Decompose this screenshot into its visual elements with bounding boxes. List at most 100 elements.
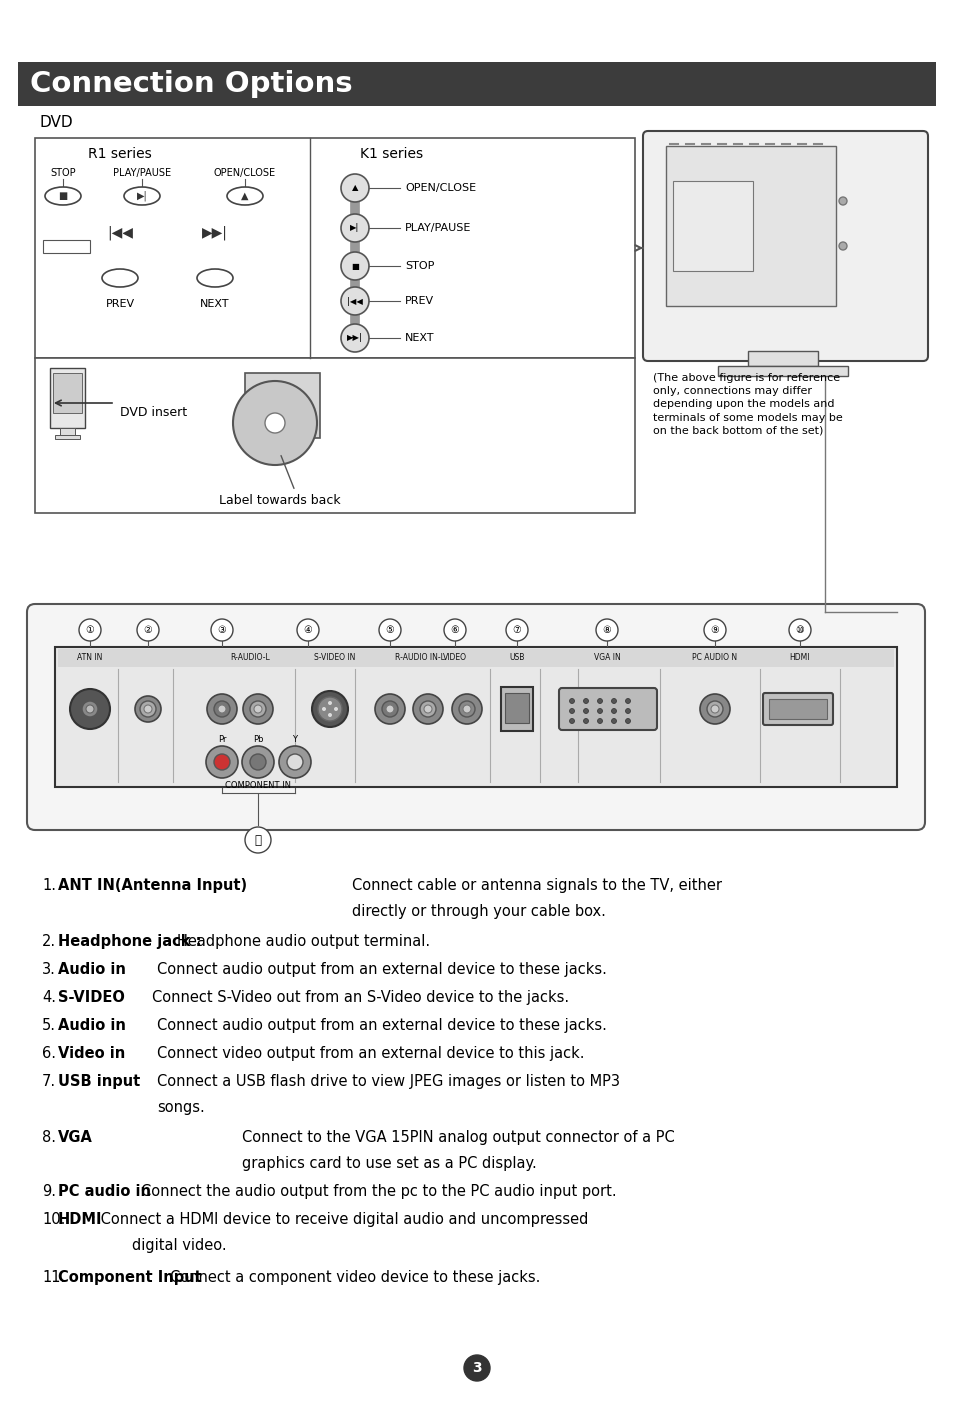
FancyBboxPatch shape	[500, 686, 533, 731]
Text: ⑤: ⑤	[385, 625, 394, 635]
Circle shape	[278, 745, 311, 778]
FancyBboxPatch shape	[558, 688, 657, 730]
Circle shape	[213, 754, 230, 771]
Bar	[718, 366, 847, 375]
Circle shape	[597, 719, 602, 723]
Text: DVD insert: DVD insert	[120, 406, 187, 419]
Bar	[55, 647, 896, 787]
Circle shape	[207, 693, 236, 724]
Ellipse shape	[124, 186, 160, 205]
Circle shape	[340, 252, 369, 280]
Circle shape	[706, 700, 722, 717]
Text: Connect a component video device to these jacks.: Connect a component video device to thes…	[170, 1269, 539, 1285]
Text: Connect audio output from an external device to these jacks.: Connect audio output from an external de…	[157, 962, 606, 976]
Text: 11.: 11.	[42, 1269, 65, 1285]
Text: (The above figure is for reference
only, connections may differ
depending upon t: (The above figure is for reference only,…	[652, 373, 841, 436]
Text: VIDEO: VIDEO	[442, 653, 467, 663]
Text: PC AUDIO N: PC AUDIO N	[692, 653, 737, 663]
Text: PLAY/PAUSE: PLAY/PAUSE	[405, 223, 471, 233]
Ellipse shape	[196, 269, 233, 287]
Bar	[18, 62, 935, 106]
Text: Y: Y	[293, 736, 297, 744]
Circle shape	[583, 709, 588, 713]
Text: HDMI: HDMI	[789, 653, 809, 663]
Text: 8.: 8.	[42, 1131, 56, 1145]
Ellipse shape	[102, 269, 138, 287]
Text: Connect to the VGA 15PIN analog output connector of a PC: Connect to the VGA 15PIN analog output c…	[242, 1131, 674, 1145]
Text: 10.: 10.	[42, 1212, 66, 1227]
FancyBboxPatch shape	[642, 132, 927, 361]
Text: S-VIDEO IN: S-VIDEO IN	[314, 653, 355, 663]
Circle shape	[625, 699, 630, 703]
Circle shape	[287, 754, 303, 771]
Text: 1.: 1.	[42, 878, 56, 892]
Text: STOP: STOP	[405, 261, 434, 270]
Circle shape	[206, 745, 237, 778]
FancyBboxPatch shape	[762, 693, 832, 724]
Circle shape	[452, 693, 481, 724]
Text: 4.: 4.	[42, 991, 56, 1005]
Circle shape	[505, 619, 527, 642]
Bar	[58, 649, 893, 667]
Circle shape	[596, 619, 618, 642]
Circle shape	[381, 700, 397, 717]
Text: ④: ④	[303, 625, 312, 635]
Text: Connection Options: Connection Options	[30, 70, 353, 98]
Text: ③: ③	[217, 625, 226, 635]
Circle shape	[463, 1355, 490, 1381]
Text: ⑦: ⑦	[512, 625, 521, 635]
Text: ■: ■	[58, 191, 68, 200]
Text: digital video.: digital video.	[132, 1238, 227, 1252]
Circle shape	[386, 705, 394, 713]
Text: USB input: USB input	[58, 1075, 140, 1089]
Text: ⑨: ⑨	[710, 625, 719, 635]
Text: ▲: ▲	[352, 184, 358, 192]
Text: ⑪: ⑪	[254, 834, 261, 846]
Text: Audio in: Audio in	[58, 962, 126, 976]
Bar	[747, 352, 817, 366]
Text: ▶▶|: ▶▶|	[347, 333, 362, 342]
Circle shape	[583, 699, 588, 703]
Text: OPEN/CLOSE: OPEN/CLOSE	[213, 168, 275, 178]
Circle shape	[340, 174, 369, 202]
Circle shape	[213, 700, 230, 717]
Circle shape	[625, 719, 630, 723]
Text: Headphone jack :: Headphone jack :	[58, 934, 201, 948]
Circle shape	[838, 198, 846, 205]
Bar	[35, 359, 635, 513]
Circle shape	[340, 287, 369, 315]
Text: Connect video output from an external device to this jack.: Connect video output from an external de…	[157, 1047, 584, 1061]
Circle shape	[70, 689, 110, 729]
Text: Component Input: Component Input	[58, 1269, 201, 1285]
Circle shape	[788, 619, 810, 642]
Circle shape	[700, 693, 729, 724]
Circle shape	[462, 705, 471, 713]
Bar	[60, 427, 75, 436]
Circle shape	[443, 619, 465, 642]
Bar	[53, 373, 82, 413]
Circle shape	[79, 619, 101, 642]
Text: STOP: STOP	[51, 168, 75, 178]
Circle shape	[250, 700, 266, 717]
Circle shape	[419, 700, 436, 717]
Text: Connect cable or antenna signals to the TV, either: Connect cable or antenna signals to the …	[352, 878, 721, 892]
Text: PREV: PREV	[106, 298, 134, 310]
Circle shape	[242, 745, 274, 778]
Text: ⑥: ⑥	[450, 625, 459, 635]
Text: directly or through your cable box.: directly or through your cable box.	[352, 904, 605, 919]
Text: HDMI: HDMI	[58, 1212, 102, 1227]
Text: ■: ■	[351, 262, 358, 270]
Circle shape	[296, 619, 318, 642]
Bar	[245, 373, 319, 439]
Text: ⑩: ⑩	[795, 625, 803, 635]
Circle shape	[135, 696, 161, 722]
Text: R-AUDIO IN-L: R-AUDIO IN-L	[395, 653, 444, 663]
Text: OPEN/CLOSE: OPEN/CLOSE	[405, 184, 476, 193]
Text: 9.: 9.	[42, 1184, 56, 1199]
Circle shape	[253, 705, 262, 713]
Text: K1 series: K1 series	[359, 147, 423, 161]
Text: Connect a USB flash drive to view JPEG images or listen to MP3: Connect a USB flash drive to view JPEG i…	[157, 1075, 619, 1089]
Circle shape	[328, 700, 332, 705]
Text: ANT IN(Antenna Input): ANT IN(Antenna Input)	[58, 878, 247, 892]
Circle shape	[611, 709, 616, 713]
